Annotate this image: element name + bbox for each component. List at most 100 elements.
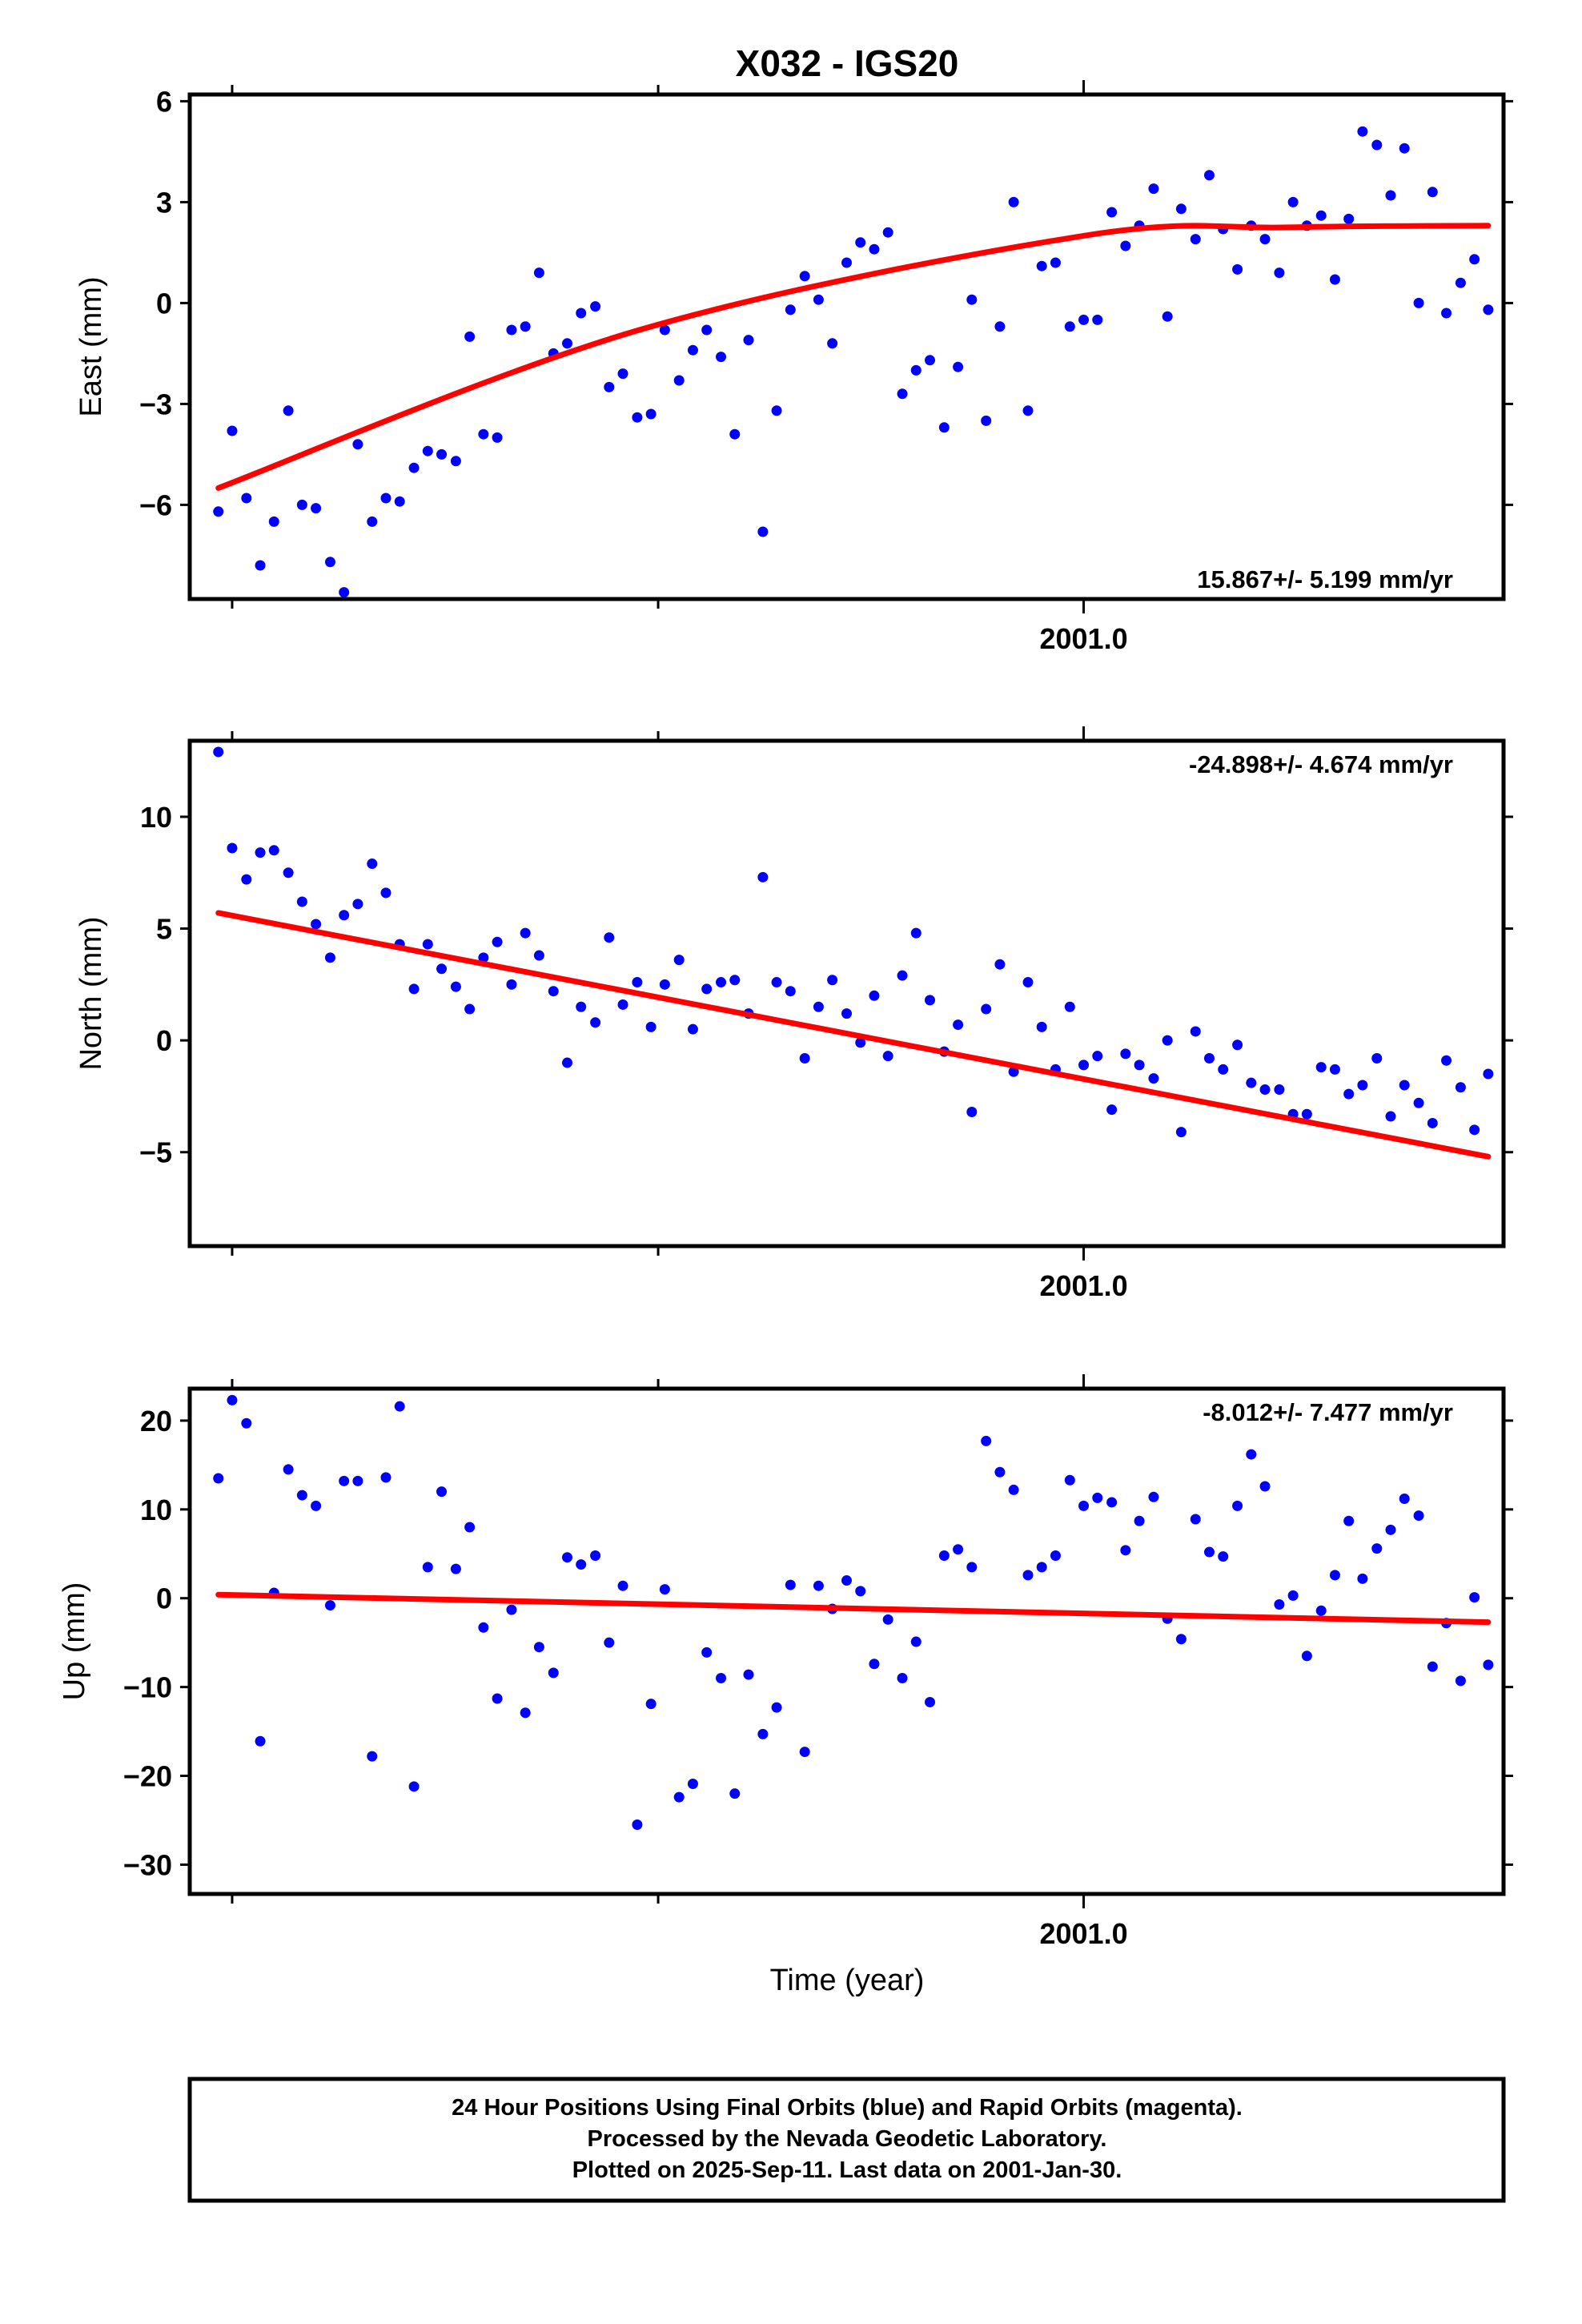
- data-point: [1315, 1062, 1327, 1073]
- data-point: [241, 874, 252, 885]
- data-point: [1399, 1494, 1410, 1505]
- rate-label: -24.898+/- 4.674 mm/yr: [1189, 750, 1453, 778]
- data-point: [1203, 170, 1215, 181]
- data-point: [1343, 213, 1355, 224]
- data-point: [408, 983, 420, 995]
- data-point: [1203, 1546, 1215, 1558]
- data-point: [520, 1707, 531, 1719]
- data-point: [311, 919, 322, 930]
- data-point: [687, 344, 698, 356]
- data-point: [352, 439, 363, 450]
- data-point: [994, 1466, 1006, 1478]
- data-point: [533, 950, 544, 961]
- data-point: [268, 516, 279, 527]
- data-point: [1106, 1104, 1118, 1116]
- data-point: [1385, 1524, 1396, 1535]
- data-point: [562, 338, 573, 349]
- caption-line-2: Processed by the Nevada Geodetic Laborat…: [588, 2126, 1107, 2152]
- data-point: [1078, 1059, 1090, 1071]
- data-point: [450, 981, 461, 992]
- data-point: [422, 1562, 433, 1573]
- data-point: [548, 986, 559, 997]
- data-point: [1329, 1570, 1340, 1581]
- x-axis-label: Time (year): [770, 1964, 925, 1997]
- data-point: [617, 368, 628, 380]
- data-point: [1469, 254, 1480, 265]
- data-point: [324, 952, 335, 963]
- y-tick-label: −20: [123, 1760, 172, 1793]
- data-point: [590, 1017, 601, 1028]
- data-point: [966, 1562, 978, 1573]
- data-point: [910, 364, 921, 376]
- data-point: [855, 1037, 866, 1048]
- data-point: [576, 1001, 587, 1012]
- data-point: [283, 867, 294, 879]
- data-point: [757, 1728, 769, 1739]
- data-point: [227, 425, 238, 436]
- data-point: [255, 560, 266, 571]
- data-point: [757, 871, 769, 883]
- data-point: [673, 1791, 685, 1803]
- y-axis-label: Up (mm): [58, 1582, 91, 1701]
- data-point: [1036, 260, 1047, 271]
- data-point: [548, 1667, 559, 1679]
- data-point: [1455, 277, 1466, 288]
- data-point: [436, 963, 448, 975]
- data-point: [492, 432, 503, 443]
- data-point: [813, 1001, 824, 1012]
- data-point: [994, 959, 1006, 970]
- data-point: [1036, 1562, 1047, 1573]
- data-point: [1148, 1073, 1159, 1084]
- data-point: [283, 405, 294, 416]
- data-point: [1050, 257, 1061, 268]
- data-point: [1483, 1068, 1494, 1080]
- plot-frame: [187, 738, 1506, 1248]
- data-point: [882, 227, 893, 238]
- data-point: [953, 1019, 964, 1031]
- data-point: [324, 1600, 335, 1611]
- data-point: [1203, 1052, 1215, 1063]
- data-point: [1050, 1550, 1061, 1561]
- data-point: [227, 842, 238, 854]
- data-point: [1343, 1515, 1355, 1526]
- data-point: [436, 448, 448, 460]
- data-point: [464, 1522, 476, 1533]
- caption-box: 24 Hour Positions Using Final Orbits (bl…: [187, 2077, 1506, 2203]
- data-point: [1385, 190, 1396, 201]
- data-point: [645, 408, 656, 420]
- data-point: [910, 927, 921, 939]
- data-point: [352, 1475, 363, 1486]
- x-tick-label: 2001.0: [1039, 622, 1127, 655]
- data-point: [1399, 143, 1410, 154]
- data-point: [617, 999, 628, 1010]
- data-point: [1469, 1592, 1480, 1603]
- data-point: [241, 493, 252, 504]
- data-point: [1315, 210, 1327, 221]
- data-point: [1301, 1108, 1312, 1120]
- data-point: [213, 506, 224, 517]
- data-point: [632, 1819, 643, 1831]
- data-point: [938, 1550, 950, 1561]
- data-point: [394, 1401, 405, 1412]
- data-point: [562, 1057, 573, 1068]
- data-point: [241, 1417, 252, 1429]
- data-point: [1371, 1052, 1383, 1063]
- data-point: [506, 324, 517, 336]
- data-point: [1232, 1039, 1243, 1051]
- data-point: [478, 428, 489, 440]
- data-point: [213, 746, 224, 758]
- data-point: [1134, 1515, 1145, 1526]
- data-point: [1232, 1500, 1243, 1511]
- data-point: [1232, 263, 1243, 275]
- data-point: [1078, 1500, 1090, 1511]
- data-point: [1357, 1573, 1368, 1584]
- data-point: [1357, 126, 1368, 137]
- x-tick-label: 2001.0: [1039, 1917, 1127, 1950]
- data-point: [632, 412, 643, 423]
- data-point: [1371, 1543, 1383, 1554]
- data-point: [716, 352, 727, 363]
- data-point: [1078, 314, 1090, 325]
- data-point: [464, 1003, 476, 1015]
- data-point: [953, 1544, 964, 1555]
- data-point: [1218, 1551, 1229, 1562]
